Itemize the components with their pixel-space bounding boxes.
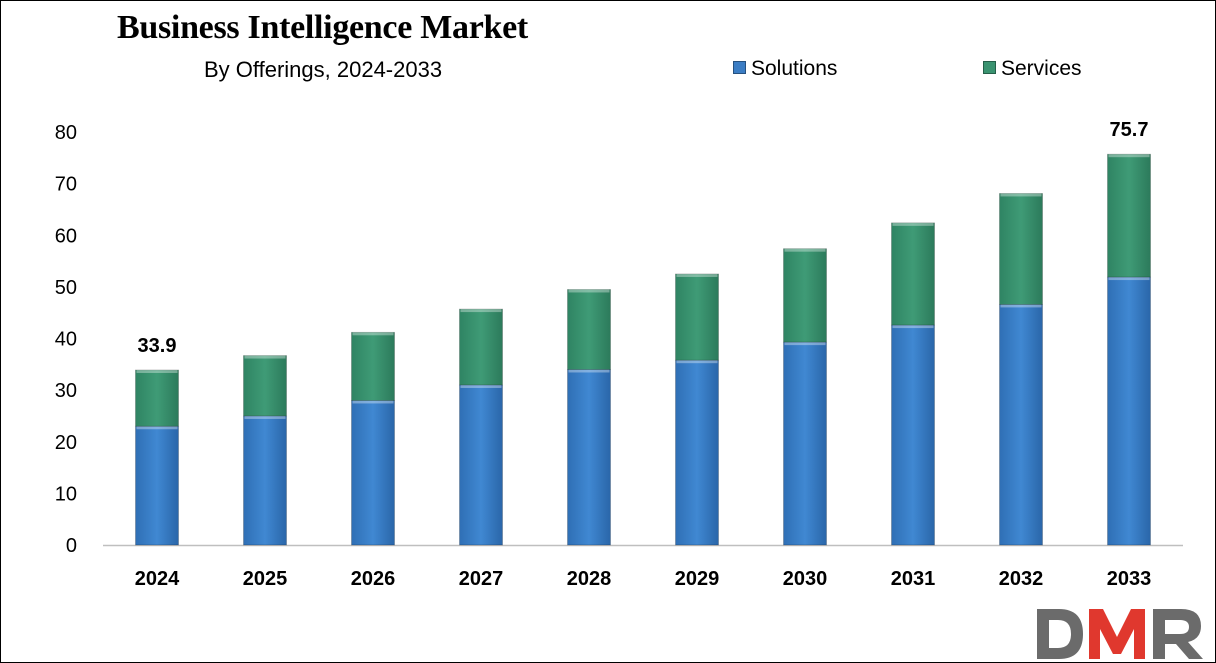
bar-bevel <box>676 360 718 364</box>
bar-bevel <box>568 369 610 373</box>
bar-bevel <box>460 309 502 313</box>
bar-solutions-2031 <box>891 324 935 546</box>
y-tick-label: 70 <box>55 174 77 196</box>
bar-solutions-2026 <box>351 400 395 546</box>
x-tick-label: 2032 <box>999 568 1044 590</box>
bar-bevel <box>568 289 610 293</box>
legend-swatch-services <box>983 61 996 74</box>
bar-services-2028 <box>567 289 611 370</box>
x-tick-label: 2027 <box>459 568 504 590</box>
bar-services-2032 <box>999 193 1043 305</box>
labels: 2024 33.9 2025 2026 2027 2028 2029 2030 2031 2032… <box>135 119 1152 590</box>
x-tick-label: 2031 <box>891 568 936 590</box>
y-tick-label: 50 <box>55 277 77 299</box>
bar-services-2033 <box>1107 153 1151 278</box>
y-tick-label: 80 <box>55 122 77 144</box>
bar-bevel <box>136 426 178 430</box>
legend-item-solutions: Solutions <box>733 57 837 81</box>
x-tick-label: 2026 <box>351 568 396 590</box>
y-tick-label: 40 <box>55 329 77 351</box>
y-tick-label: 30 <box>55 380 77 402</box>
bar-solutions-2024 <box>135 425 179 546</box>
bar-bevel <box>1000 304 1042 308</box>
x-tick-label: 2028 <box>567 568 612 590</box>
bar-solutions-2033 <box>1107 276 1151 546</box>
bar-bevel <box>1000 193 1042 197</box>
y-tick-label: 0 <box>66 535 77 557</box>
bar-solutions-2025 <box>243 415 287 546</box>
chart-subtitle: By Offerings, 2024-2033 <box>204 57 443 82</box>
bar-bevel <box>784 248 826 252</box>
bar-bevel <box>1108 277 1150 281</box>
bar-bevel <box>460 384 502 388</box>
axes: 0 10 20 30 40 50 60 70 80 <box>55 122 1183 557</box>
legend-swatch-solutions <box>733 61 746 74</box>
x-tick-label: 2030 <box>783 568 828 590</box>
bars <box>135 153 1151 546</box>
bar-bevel <box>352 400 394 404</box>
legend-item-services: Services <box>983 57 1082 81</box>
bar-solutions-2028 <box>567 369 611 546</box>
bar-services-2025 <box>243 355 287 417</box>
bar-services-2030 <box>783 248 827 343</box>
bar-services-2026 <box>351 331 395 401</box>
total-label-2033: 75.7 <box>1110 119 1149 141</box>
y-tick-label: 60 <box>55 225 77 247</box>
logo-letters <box>1037 609 1203 659</box>
bar-services-2027 <box>459 308 503 386</box>
bar-solutions-2027 <box>459 384 503 546</box>
bar-bevel <box>892 222 934 226</box>
bar-bevel <box>244 355 286 359</box>
bar-services-2031 <box>891 222 935 326</box>
legend-label-services: Services <box>1001 57 1082 80</box>
bar-services-2024 <box>135 369 179 427</box>
bar-services-2029 <box>675 273 719 361</box>
dmr-logo <box>1037 609 1203 659</box>
bar-bevel <box>244 415 286 419</box>
bar-bevel <box>676 273 718 277</box>
bar-bevel <box>892 325 934 329</box>
bar-solutions-2032 <box>999 304 1043 546</box>
chart-title: Business Intelligence Market <box>117 9 528 46</box>
bar-solutions-2029 <box>675 359 719 546</box>
y-tick-label: 20 <box>55 432 77 454</box>
bar-bevel <box>784 342 826 346</box>
x-tick-label: 2025 <box>243 568 288 590</box>
legend-label-solutions: Solutions <box>751 57 838 80</box>
bar-bevel <box>352 332 394 336</box>
bar-solutions-2030 <box>783 341 827 546</box>
x-tick-label: 2029 <box>675 568 720 590</box>
x-tick-label: 2024 <box>135 568 180 590</box>
bar-bevel <box>136 369 178 373</box>
total-label-2024: 33.9 <box>138 335 177 357</box>
x-tick-label: 2033 <box>1107 568 1152 590</box>
y-tick-label: 10 <box>55 483 77 505</box>
bar-bevel <box>1108 154 1150 158</box>
